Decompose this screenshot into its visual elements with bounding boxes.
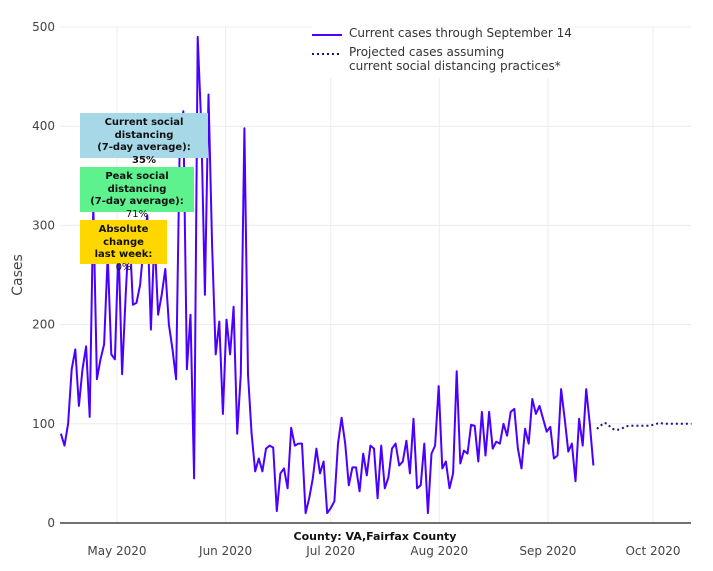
annotation-absolute-change: Absolute change last week: 0% xyxy=(80,220,167,273)
annotation-line: last week: xyxy=(94,249,153,260)
solid-line-swatch-icon xyxy=(312,34,342,36)
legend-label-projected: Projected cases assuming current social d… xyxy=(349,45,561,73)
x-tick-label: Jun 2020 xyxy=(198,544,252,558)
y-tick-labels: 0 100 200 300 400 500 xyxy=(32,20,55,530)
x-tick-label: Aug 2020 xyxy=(410,544,468,558)
series-current-cases-line xyxy=(59,35,595,515)
legend-item-current[interactable]: Current cases through September 14 xyxy=(312,26,572,40)
y-axis-title: Cases xyxy=(10,254,26,296)
x-tick-label: Jul 2020 xyxy=(305,544,355,558)
annotation-value: 71% xyxy=(125,208,149,220)
legend-label-line2: current social distancing practices* xyxy=(349,59,561,73)
y-tick-label: 0 xyxy=(47,516,55,530)
annotation-current-distancing: Current social distancing (7-day average… xyxy=(80,113,208,166)
annotation-line: (7-day average): xyxy=(97,142,191,153)
annotation-value: 0% xyxy=(115,261,132,273)
legend-item-projected[interactable]: Projected cases assuming current social d… xyxy=(312,45,572,73)
x-tick-label: May 2020 xyxy=(87,544,146,558)
y-tick-label: 200 xyxy=(32,318,55,332)
legend-label-current: Current cases through September 14 xyxy=(349,26,572,40)
legend-label-line1: Projected cases assuming xyxy=(349,45,505,59)
y-tick-label: 400 xyxy=(32,119,55,133)
y-tick-label: 100 xyxy=(32,417,55,431)
x-axis-title: County: VA,Fairfax County xyxy=(294,530,457,543)
dotted-line-swatch-icon xyxy=(312,53,342,55)
gridlines xyxy=(60,26,691,523)
series-projected-cases-line xyxy=(596,421,692,431)
x-tick-label: Oct 2020 xyxy=(625,544,680,558)
x-tick-labels: May 2020 Jun 2020 Jul 2020 Aug 2020 Sep 2020… xyxy=(87,544,680,558)
legend: Current cases through September 14 Proje… xyxy=(312,26,572,78)
annotation-line: (7-day average): xyxy=(90,196,184,207)
x-tick-label: Sep 2020 xyxy=(519,544,576,558)
annotation-line: Absolute change xyxy=(98,224,149,248)
y-tick-label: 300 xyxy=(32,218,55,232)
y-tick-label: 500 xyxy=(32,20,55,34)
annotation-line: Current social distancing xyxy=(104,117,184,141)
annotation-value: 35% xyxy=(132,154,156,166)
annotation-line: Peak social distancing xyxy=(105,171,169,195)
annotation-peak-distancing: Peak social distancing (7-day average): … xyxy=(80,167,194,220)
